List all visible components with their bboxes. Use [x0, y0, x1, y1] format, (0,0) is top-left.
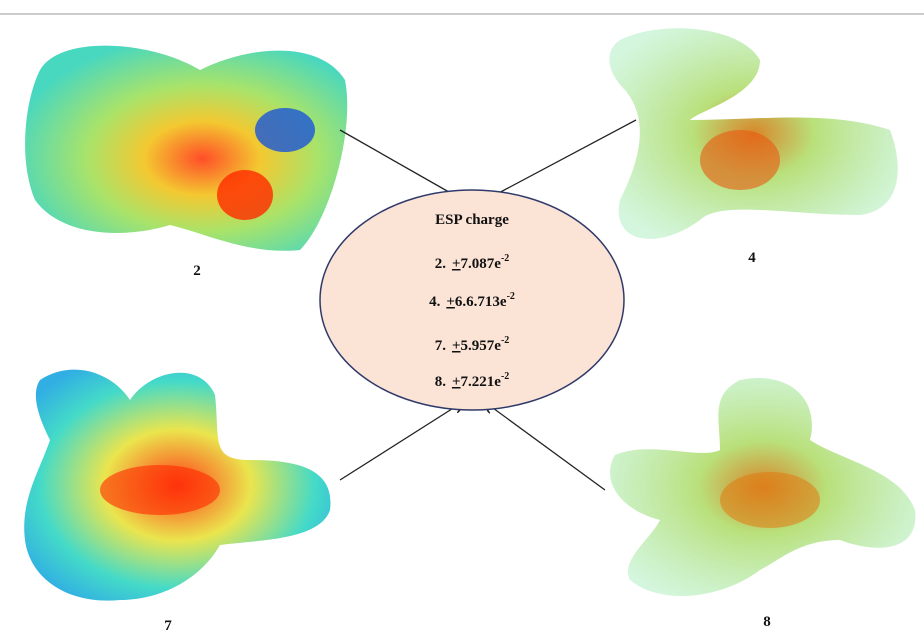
esp-entry: 2. +7.087e-2: [435, 253, 510, 272]
molecule-label: 4: [748, 250, 756, 266]
molecule-4-surface: [609, 28, 897, 239]
molecule-label: 2: [193, 263, 201, 279]
entry-sign: +: [446, 294, 455, 310]
esp-entry: 8. +7.221e-2: [435, 371, 510, 390]
entry-value: 6.6.713e: [455, 294, 507, 310]
entry-value: 7.087e: [461, 256, 502, 272]
panel-title: ESP charge: [435, 212, 509, 228]
entry-label: 2.: [435, 256, 447, 272]
entry-exponent: -2: [501, 371, 509, 382]
esp-entry: 7. +5.957e-2: [435, 335, 510, 354]
molecule-2-surface: [25, 46, 347, 251]
figure: ESP charge 2 4 7 8 2.+7.087e-24.+6.6.713…: [0, 0, 924, 641]
entry-exponent: -2: [501, 335, 509, 346]
arrow: [482, 400, 605, 490]
entry-sign: +: [452, 338, 461, 354]
entry-exponent: -2: [507, 291, 515, 302]
molecule-7-surface: [24, 370, 330, 601]
entry-exponent: -2: [501, 253, 509, 264]
entry-label: 8.: [435, 374, 447, 390]
entry-value: 5.957e: [461, 338, 502, 354]
entry-sign: +: [452, 374, 461, 390]
entry-value: 7.221e: [461, 374, 502, 390]
entry-label: 7.: [435, 338, 447, 354]
molecule-label: 7: [164, 618, 172, 634]
entry-sign: +: [452, 256, 461, 272]
molecule-label: 8: [763, 614, 771, 630]
molecule-8-surface: [610, 378, 915, 596]
entry-label: 4.: [429, 294, 441, 310]
arrow: [340, 400, 466, 480]
